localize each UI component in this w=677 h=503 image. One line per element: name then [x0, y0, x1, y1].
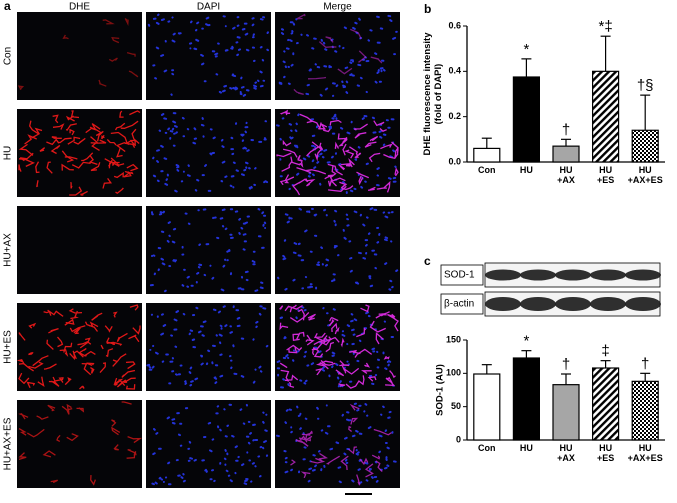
y-tick-label: 0.2 [448, 111, 461, 121]
column-label: DHE [69, 2, 90, 13]
micrograph [146, 109, 271, 197]
y-tick-label: 100 [446, 368, 461, 378]
row-label: HU [3, 146, 14, 160]
annotation: †§ [637, 77, 654, 94]
column-label: Merge [323, 2, 352, 13]
x-tick-label: HU +AX+ES [627, 165, 663, 185]
annotation: † [641, 355, 649, 372]
blot-band [555, 297, 591, 311]
row-label: HU+ES [3, 330, 14, 364]
nuclei [278, 14, 398, 97]
membrane-signal [290, 403, 392, 486]
micrograph [146, 400, 271, 488]
membrane-signal [279, 304, 399, 389]
x-tick-label: HU +ES [596, 165, 615, 185]
nuclei [276, 402, 397, 485]
x-tick-label: HU +AX [557, 165, 575, 185]
x-tick-label: Con [478, 165, 496, 175]
blot-band [520, 269, 556, 281]
membrane-signal [17, 18, 139, 91]
bar [552, 384, 580, 441]
bar [591, 70, 620, 163]
label-box [440, 264, 484, 286]
micrograph [17, 400, 142, 488]
y-axis-label: DHE fluorescence intensity (fold of DAPI… [422, 32, 444, 156]
row-label: Con [3, 47, 14, 65]
y-tick-label: 0.6 [448, 20, 461, 30]
blot-label: β-actin [444, 299, 474, 310]
x-tick-label: HU +AX+ES [627, 443, 663, 463]
y-axis-label: SOD-1 (AU) [434, 364, 446, 416]
x-tick-label: HU +ES [596, 443, 615, 463]
x-tick-label: HU [519, 165, 533, 175]
nuclei [151, 403, 269, 486]
label-box [440, 293, 484, 315]
nuclei [149, 208, 267, 293]
blot-band [520, 297, 556, 311]
blot-band [555, 269, 591, 281]
annotation: ‡ [601, 343, 609, 360]
micrograph [17, 109, 142, 197]
bar [512, 76, 541, 163]
micrograph [275, 206, 400, 294]
column-label: DAPI [197, 2, 220, 13]
blot-band [590, 297, 626, 311]
micrograph [146, 206, 271, 294]
blot-label: SOD-1 [444, 270, 475, 281]
annotation: * [523, 41, 529, 58]
bar [631, 129, 659, 163]
nuclei [276, 306, 395, 389]
y-tick-label: 0.0 [448, 156, 461, 166]
nuclei [152, 112, 269, 193]
blot-band [625, 269, 661, 281]
x-tick-label: Con [478, 443, 496, 453]
blot-band [625, 297, 661, 311]
membrane-signal [16, 304, 141, 390]
bar [512, 357, 541, 441]
blot-band [590, 269, 626, 281]
micrograph [17, 206, 142, 294]
membrane-signal [18, 401, 143, 486]
nuclei [146, 305, 269, 387]
annotation: *‡ [599, 18, 613, 35]
membrane-signal [18, 110, 141, 196]
annotation: † [562, 356, 570, 373]
panel-label: a [4, 0, 11, 13]
panel-label: c [424, 254, 431, 268]
annotation: † [562, 121, 570, 138]
membrane-signal [293, 13, 383, 96]
x-tick-label: HU [519, 443, 533, 453]
row-label: HU+AX [3, 233, 14, 267]
micrograph [146, 303, 271, 391]
micrograph [17, 12, 142, 100]
x-tick-label: HU +AX [557, 443, 575, 463]
row-label: HU+AX+ES [3, 417, 14, 470]
y-tick-label: 0.4 [448, 66, 461, 76]
blot-band [485, 269, 521, 281]
y-tick-label: 150 [446, 334, 461, 344]
annotation: * [523, 333, 529, 350]
nuclei [147, 13, 269, 97]
membrane-signal [276, 109, 399, 196]
y-tick-label: 50 [451, 401, 461, 411]
micrograph [146, 12, 271, 100]
y-tick-label: 0 [456, 434, 461, 444]
nuclei [277, 207, 399, 291]
bar [473, 147, 501, 163]
bar [552, 145, 580, 163]
blot-band [485, 297, 521, 311]
bar [591, 367, 620, 441]
bar [473, 373, 501, 441]
micrograph [17, 303, 142, 391]
panel-label: b [424, 2, 431, 16]
micrograph [275, 400, 400, 488]
bar [631, 380, 659, 441]
